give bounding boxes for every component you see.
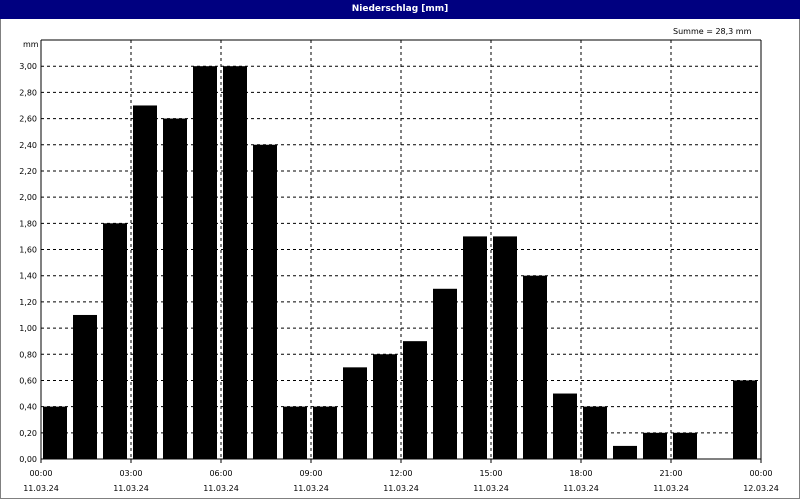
bar <box>223 66 247 459</box>
y-tick-label: 0,20 <box>19 429 37 438</box>
x-tick-time: 12:00 <box>389 469 412 478</box>
bar <box>313 406 337 459</box>
x-tick-time: 03:00 <box>119 469 142 478</box>
x-tick-time: 18:00 <box>569 469 592 478</box>
bar <box>433 288 457 459</box>
grid-lines <box>41 40 761 459</box>
bar <box>463 236 487 459</box>
y-tick-label: 0,40 <box>19 403 37 412</box>
y-tick-label: 1,80 <box>19 219 37 228</box>
x-tick-labels: 00:00 11.03.24 03:00 11.03.24 06:00 11.03.24 0… <box>23 469 779 493</box>
bar <box>103 223 127 459</box>
y-tick-label: 1,00 <box>19 324 37 333</box>
y-tick-label: 1,60 <box>19 246 37 255</box>
bar <box>193 66 217 459</box>
bar <box>493 236 517 459</box>
x-tick-date: 11.03.24 <box>293 484 329 493</box>
x-tick-time: 00:00 <box>749 469 772 478</box>
bar <box>373 354 397 459</box>
bar <box>43 406 67 459</box>
precipitation-chart: 0,00 0,20 0,40 0,60 0,80 1,00 1,20 1,40 1,60 1,80… <box>19 27 779 493</box>
chart-panel: 0,00 0,20 0,40 0,60 0,80 1,00 1,20 1,40 1,60 1,80… <box>0 19 800 499</box>
bar <box>343 367 367 459</box>
bar <box>253 144 277 459</box>
y-tick-label: 1,40 <box>19 272 37 281</box>
y-tick-label: 0,60 <box>19 376 37 385</box>
x-tick-time: 21:00 <box>659 469 682 478</box>
y-tick-label: 0,00 <box>19 455 37 464</box>
bar <box>133 105 157 459</box>
bar <box>553 393 577 459</box>
x-tick-time: 00:00 <box>29 469 52 478</box>
y-tick-label: 2,00 <box>19 193 37 202</box>
bar <box>403 341 427 459</box>
x-tick-date: 11.03.24 <box>23 484 59 493</box>
y-tick-labels: 0,00 0,20 0,40 0,60 0,80 1,00 1,20 1,40 1,60 1,80… <box>19 62 37 464</box>
x-tick-time: 09:00 <box>299 469 322 478</box>
y-tick-label: 2,20 <box>19 167 37 176</box>
bar <box>523 275 547 459</box>
y-tick-label: 2,60 <box>19 115 37 124</box>
x-tick-date: 11.03.24 <box>653 484 689 493</box>
bar <box>583 406 607 459</box>
bar <box>613 445 637 459</box>
x-tick-time: 06:00 <box>209 469 232 478</box>
y-tick-label: 0,80 <box>19 350 37 359</box>
x-tick-date: 11.03.24 <box>563 484 599 493</box>
y-tick-label: 1,20 <box>19 298 37 307</box>
x-tick-time: 15:00 <box>479 469 502 478</box>
x-tick-date: 11.03.24 <box>203 484 239 493</box>
bar <box>73 314 97 459</box>
axes <box>40 39 762 463</box>
bar <box>283 406 307 459</box>
bar <box>733 380 757 459</box>
x-tick-date: 11.03.24 <box>473 484 509 493</box>
y-tick-label: 3,00 <box>19 62 37 71</box>
y-tick-label: 2,80 <box>19 88 37 97</box>
bar <box>643 432 667 459</box>
bar <box>163 118 187 459</box>
x-tick-date: 11.03.24 <box>113 484 149 493</box>
x-tick-date: 11.03.24 <box>383 484 419 493</box>
bar <box>673 432 697 459</box>
x-tick-date: 12.03.24 <box>743 484 779 493</box>
y-tick-label: 2,40 <box>19 141 37 150</box>
chart-title: Niederschlag [mm] <box>0 0 800 19</box>
y-axis-label: mm <box>23 40 39 49</box>
sum-annotation: Summe = 28,3 mm <box>673 27 752 36</box>
bars <box>43 66 757 459</box>
